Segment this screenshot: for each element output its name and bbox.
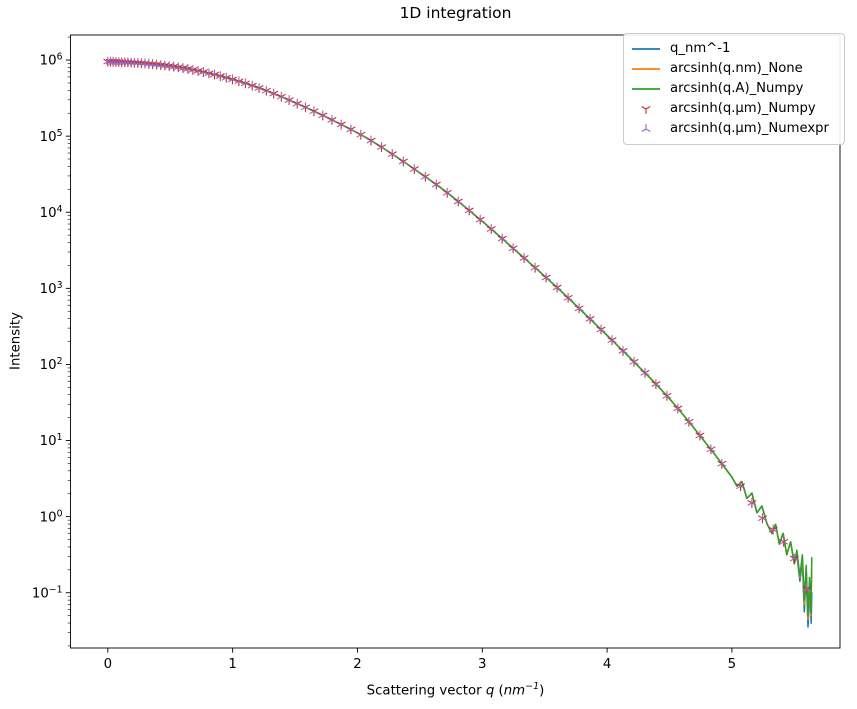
- plot-border: [70, 34, 841, 649]
- legend-marker-sample-tri-down: [641, 106, 651, 115]
- x-tick-label: 5: [728, 657, 736, 672]
- x-label-prefix: Scattering vector: [366, 683, 486, 699]
- y-tick-label: 103: [40, 280, 63, 297]
- x-tick-label: 3: [478, 657, 486, 672]
- legend-label: q_nm^-1: [670, 41, 731, 57]
- series-markers-tri_up: [103, 56, 812, 592]
- series-line-0: [107, 60, 813, 628]
- y-tick-label: 105: [40, 128, 63, 145]
- y-tick-label: 104: [40, 204, 63, 221]
- legend-line-sample-blue: [632, 48, 660, 50]
- series-line-1: [107, 60, 813, 621]
- legend-entry-arcsinh-a-numpy: arcsinh(q.A)_Numpy: [631, 79, 837, 99]
- x-tick-label: 1: [228, 657, 236, 672]
- y-tick-label: 106: [40, 52, 63, 69]
- series-markers-tri_down: [103, 58, 812, 594]
- legend-label: arcsinh(q.nm)_None: [670, 61, 803, 77]
- legend-entry-arcsinh-nm-none: arcsinh(q.nm)_None: [631, 59, 837, 79]
- y-tick-label: 102: [40, 356, 63, 373]
- y-tick-label: 101: [40, 432, 63, 449]
- legend-entry-arcsinh-um-numexpr: arcsinh(q.µm)_Numexpr: [631, 119, 837, 139]
- x-axis-label: Scattering vector q (nm−1): [71, 681, 840, 698]
- legend-line-sample-orange: [632, 68, 660, 70]
- legend-label: arcsinh(q.µm)_Numexpr: [670, 121, 829, 137]
- legend-label: arcsinh(q.µm)_Numpy: [670, 101, 816, 117]
- x-label-unit: nm: [503, 683, 526, 699]
- y-axis-label: Intensity: [8, 312, 24, 370]
- x-tick-label: 0: [104, 657, 112, 672]
- x-tick-label: 4: [603, 657, 611, 672]
- x-label-close-paren: ): [539, 683, 545, 699]
- y-tick-label: 100: [40, 508, 63, 525]
- x-tick-label: 2: [353, 657, 361, 672]
- chart-title: 1D integration: [399, 4, 512, 22]
- x-label-exponent: −1: [525, 681, 540, 692]
- legend-box: q_nm^-1 arcsinh(q.nm)_None arcsinh(q.A)_…: [623, 33, 845, 145]
- x-label-open-paren: (: [494, 683, 504, 699]
- x-label-variable: q: [485, 683, 495, 699]
- legend-entry-arcsinh-um-numpy: arcsinh(q.µm)_Numpy: [631, 99, 837, 119]
- legend-entry-q-nm: q_nm^-1: [631, 39, 837, 59]
- legend-label: arcsinh(q.A)_Numpy: [670, 81, 804, 97]
- y-tick-label: 10−1: [32, 584, 63, 601]
- legend-line-sample-green: [632, 88, 660, 90]
- legend-marker-sample-tri-up: [641, 123, 651, 132]
